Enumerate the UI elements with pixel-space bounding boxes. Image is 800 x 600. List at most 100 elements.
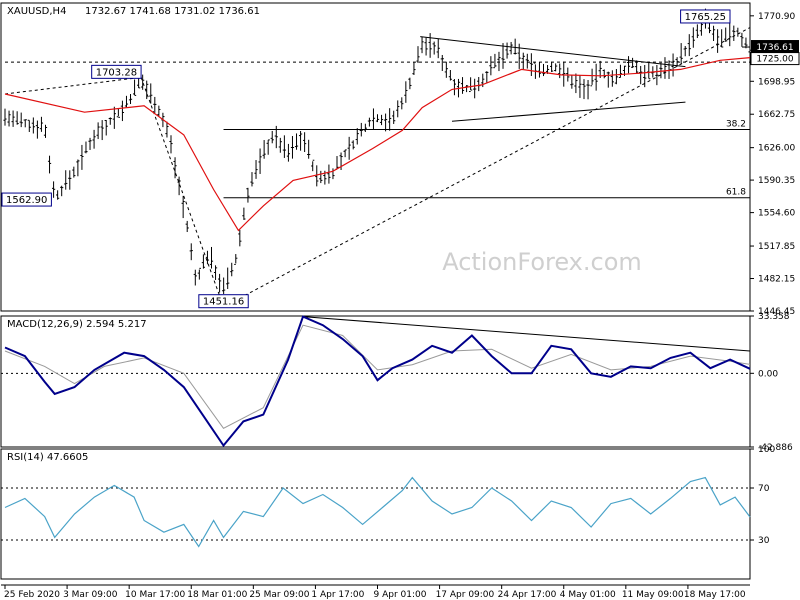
candle bbox=[379, 114, 384, 126]
candle bbox=[671, 53, 675, 77]
price-axis-label: 1554.60 bbox=[758, 209, 795, 219]
macd-axis-label: 33.358 bbox=[758, 312, 790, 322]
price-axis-label: 1662.75 bbox=[758, 110, 795, 120]
candle bbox=[7, 110, 11, 127]
candle bbox=[493, 53, 497, 69]
swing-label-text: 1703.28 bbox=[96, 67, 137, 78]
swing-label-box bbox=[680, 9, 731, 24]
candle bbox=[529, 53, 533, 76]
candle bbox=[88, 137, 92, 150]
candle bbox=[570, 75, 574, 89]
candle bbox=[217, 273, 222, 293]
candle bbox=[643, 64, 647, 88]
candle bbox=[590, 68, 594, 87]
candle bbox=[213, 265, 218, 280]
candle bbox=[626, 56, 631, 74]
current-price-badge bbox=[751, 40, 799, 54]
candle bbox=[550, 61, 554, 72]
price-axis-label: 1482.15 bbox=[758, 275, 795, 285]
candle bbox=[132, 79, 137, 96]
candle bbox=[424, 37, 428, 56]
macd-pane-frame bbox=[0, 315, 751, 448]
rsi-pane-frame bbox=[0, 448, 751, 580]
candle bbox=[242, 207, 246, 220]
ma-value-badge bbox=[750, 52, 800, 66]
candle bbox=[477, 77, 481, 92]
candle bbox=[647, 61, 651, 80]
candle bbox=[319, 170, 323, 184]
candle bbox=[614, 69, 618, 85]
macd-axis-label: 0.00 bbox=[758, 369, 778, 379]
swing-point-label: 1562.90 bbox=[1, 192, 52, 207]
candle bbox=[226, 267, 230, 289]
swing-point-label: 1765.25 bbox=[680, 9, 731, 24]
swing-label-box bbox=[198, 294, 249, 309]
candle bbox=[343, 149, 347, 158]
candle bbox=[716, 29, 720, 53]
candle bbox=[169, 135, 173, 154]
candle bbox=[436, 38, 440, 59]
price-pane-title: XAUUSD,H4 bbox=[7, 6, 66, 17]
candle bbox=[177, 176, 181, 196]
price-pane: 38.2 61.8 1703.28 1562.90 1451.16 1765.25 1770… bbox=[0, 2, 800, 317]
candle bbox=[618, 64, 623, 78]
candle bbox=[3, 108, 7, 126]
candle bbox=[141, 74, 145, 90]
candle bbox=[635, 60, 639, 74]
candle bbox=[464, 85, 469, 93]
candle bbox=[286, 143, 291, 162]
candle bbox=[298, 131, 303, 151]
candle bbox=[440, 54, 444, 71]
trendline bbox=[451, 101, 686, 122]
candle bbox=[408, 77, 412, 90]
candle bbox=[667, 60, 671, 79]
candle bbox=[537, 62, 542, 78]
price-axis-label: 1626.00 bbox=[758, 144, 795, 154]
candle bbox=[27, 119, 31, 132]
candle bbox=[489, 56, 493, 76]
candle bbox=[501, 43, 505, 69]
candle bbox=[19, 112, 23, 128]
candle bbox=[104, 119, 108, 136]
candle bbox=[679, 43, 683, 65]
time-axis-label: 24 Apr 17:00 bbox=[498, 590, 557, 600]
candle bbox=[56, 190, 60, 200]
candle bbox=[416, 46, 420, 64]
candle bbox=[31, 117, 35, 134]
rsi-pane: 100 70 30 bbox=[0, 445, 775, 580]
macd-pane-title: MACD(12,26,9) 2.594 5.217 bbox=[7, 319, 147, 330]
candle bbox=[128, 93, 133, 105]
candle bbox=[23, 119, 27, 128]
candle bbox=[732, 25, 736, 41]
ma-value-label: 1725.00 bbox=[756, 55, 793, 65]
candle bbox=[39, 116, 44, 132]
macd-pane: 33.358 0.00 -42.886 bbox=[0, 312, 793, 453]
candle bbox=[675, 57, 679, 67]
candle bbox=[84, 141, 88, 154]
time-axis-label: 17 Apr 09:00 bbox=[436, 590, 495, 600]
candle bbox=[517, 43, 521, 69]
candle bbox=[43, 124, 48, 138]
candle bbox=[363, 123, 367, 132]
candle bbox=[355, 128, 359, 145]
rsi-axis-label: 30 bbox=[758, 536, 770, 546]
time-axis-label: 25 Feb 2020 bbox=[4, 590, 60, 600]
candle bbox=[525, 53, 529, 69]
candle bbox=[683, 46, 687, 57]
candle bbox=[282, 135, 286, 158]
candle bbox=[541, 63, 546, 77]
candle bbox=[687, 34, 691, 57]
candle bbox=[250, 172, 254, 187]
candle bbox=[60, 185, 64, 197]
price-axis-label: 1698.95 bbox=[758, 77, 795, 87]
macd-line bbox=[4, 315, 751, 448]
candle bbox=[11, 110, 15, 127]
macd-signal-line bbox=[4, 324, 751, 429]
swing-label-box bbox=[91, 64, 142, 79]
candle bbox=[444, 61, 448, 78]
candle bbox=[691, 27, 695, 48]
candle bbox=[359, 122, 363, 137]
candle bbox=[303, 132, 307, 153]
moving-average-line bbox=[4, 57, 751, 232]
candle bbox=[452, 79, 457, 96]
